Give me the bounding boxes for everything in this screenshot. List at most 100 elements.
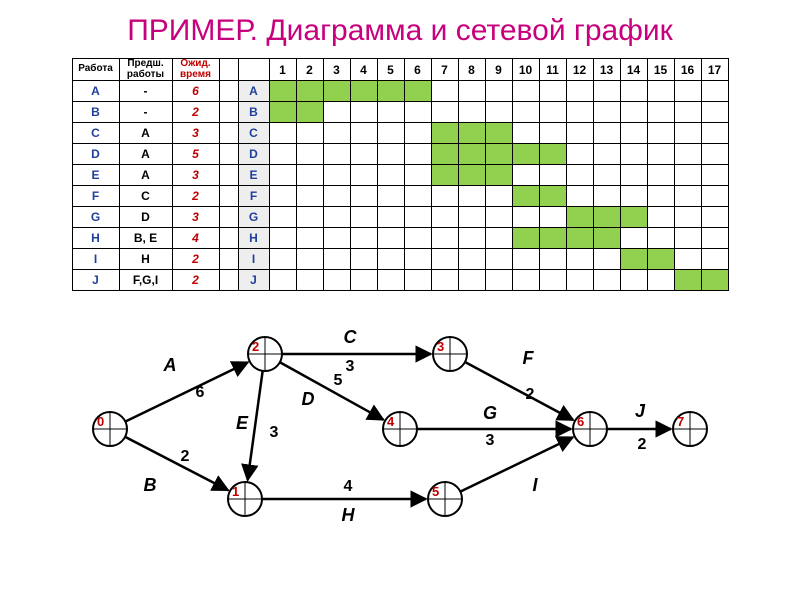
gantt-cell (404, 270, 431, 291)
gantt-cell (701, 165, 728, 186)
gantt-cell (620, 81, 647, 102)
gantt-cell (701, 123, 728, 144)
gantt-cell (593, 81, 620, 102)
gantt-cell (512, 270, 539, 291)
gantt-cell (512, 207, 539, 228)
gantt-cell (269, 102, 296, 123)
gantt-cell (539, 249, 566, 270)
gantt-cell (539, 270, 566, 291)
gantt-cell (647, 144, 674, 165)
gantt-cell (296, 228, 323, 249)
edge-label: A (163, 355, 177, 375)
gantt-cell (431, 207, 458, 228)
cell-spacer (219, 165, 238, 186)
cell-work: C (72, 123, 119, 144)
gantt-cell (431, 81, 458, 102)
gantt-cell (701, 144, 728, 165)
timeline-header: 3 (323, 59, 350, 81)
cell-pred: A (119, 123, 172, 144)
node-label: 5 (432, 484, 439, 499)
gantt-cell (458, 228, 485, 249)
table-row: FC2F (72, 186, 728, 207)
cell-pred: H (119, 249, 172, 270)
gantt-cell (350, 102, 377, 123)
gantt-cell (431, 186, 458, 207)
gantt-cell (701, 228, 728, 249)
cell-work: H (72, 228, 119, 249)
gantt-cell (593, 144, 620, 165)
cell-label: H (238, 228, 269, 249)
cell-spacer (219, 102, 238, 123)
gantt-cell (620, 228, 647, 249)
table-row: GD3G (72, 207, 728, 228)
gantt-cell (431, 144, 458, 165)
gantt-cell (674, 123, 701, 144)
timeline-header: 12 (566, 59, 593, 81)
gantt-cell (512, 102, 539, 123)
gantt-cell (323, 228, 350, 249)
gantt-cell (431, 123, 458, 144)
cell-work: J (72, 270, 119, 291)
gantt-cell (566, 249, 593, 270)
cell-work: D (72, 144, 119, 165)
gantt-cell (323, 165, 350, 186)
gantt-cell (674, 102, 701, 123)
cell-time: 5 (172, 144, 219, 165)
gantt-cell (593, 123, 620, 144)
gantt-cell (539, 102, 566, 123)
gantt-cell (323, 123, 350, 144)
gantt-cell (377, 249, 404, 270)
gantt-cell (296, 165, 323, 186)
cell-label: G (238, 207, 269, 228)
gantt-cell (296, 207, 323, 228)
cell-pred: A (119, 165, 172, 186)
gantt-cell (350, 249, 377, 270)
gantt-cell (458, 165, 485, 186)
edge-weight: 2 (638, 436, 647, 453)
gantt-cell (350, 270, 377, 291)
gantt-cell (593, 165, 620, 186)
cell-work: G (72, 207, 119, 228)
gantt-cell (458, 270, 485, 291)
gantt-cell (458, 249, 485, 270)
timeline-header: 8 (458, 59, 485, 81)
gantt-cell (566, 270, 593, 291)
cell-time: 2 (172, 186, 219, 207)
gantt-cell (593, 228, 620, 249)
gantt-cell (512, 228, 539, 249)
gantt-cell (539, 228, 566, 249)
gantt-cell (620, 207, 647, 228)
gantt-cell (323, 207, 350, 228)
edge-weight: 4 (344, 478, 353, 495)
gantt-cell (350, 165, 377, 186)
gantt-cell (350, 228, 377, 249)
network-svg: A6B2C3D5E3F2G3H4IJ201234567 (50, 299, 750, 529)
gantt-cell (323, 144, 350, 165)
page-title: ПРИМЕР. Диаграмма и сетевой график (10, 14, 790, 48)
gantt-cell (269, 270, 296, 291)
edge-weight: 6 (196, 384, 205, 401)
cell-work: A (72, 81, 119, 102)
cell-pred: A (119, 144, 172, 165)
gantt-cell (647, 102, 674, 123)
col-spacer (219, 59, 238, 81)
timeline-header: 14 (620, 59, 647, 81)
cell-label: D (238, 144, 269, 165)
gantt-cell (674, 144, 701, 165)
edge (465, 362, 573, 420)
gantt-cell (350, 186, 377, 207)
node-label: 7 (677, 414, 684, 429)
gantt-cell (458, 186, 485, 207)
edge (280, 362, 384, 420)
cell-work: B (72, 102, 119, 123)
gantt-cell (296, 249, 323, 270)
table-row: B-2B (72, 102, 728, 123)
cell-spacer (219, 81, 238, 102)
gantt-cell (323, 270, 350, 291)
gantt-table: РаботаПредш. работыОжид. время1234567891… (72, 58, 729, 291)
edge (248, 371, 263, 480)
gantt-cell (512, 144, 539, 165)
gantt-cell (539, 207, 566, 228)
gantt-cell (431, 228, 458, 249)
gantt-cell (539, 144, 566, 165)
